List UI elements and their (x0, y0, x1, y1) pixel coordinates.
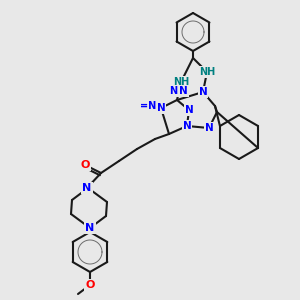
Text: N: N (183, 121, 191, 131)
Text: NH: NH (199, 67, 215, 77)
Text: N: N (85, 223, 94, 233)
Text: N: N (169, 86, 177, 96)
Text: N: N (179, 86, 188, 96)
Text: N: N (82, 183, 91, 193)
Text: N: N (199, 87, 207, 97)
Text: =N: =N (140, 101, 156, 111)
Text: N: N (184, 105, 194, 115)
Text: O: O (85, 280, 95, 290)
Text: N: N (205, 123, 213, 133)
Text: N: N (157, 103, 165, 113)
Text: O: O (80, 160, 90, 170)
Text: NH: NH (173, 77, 189, 87)
